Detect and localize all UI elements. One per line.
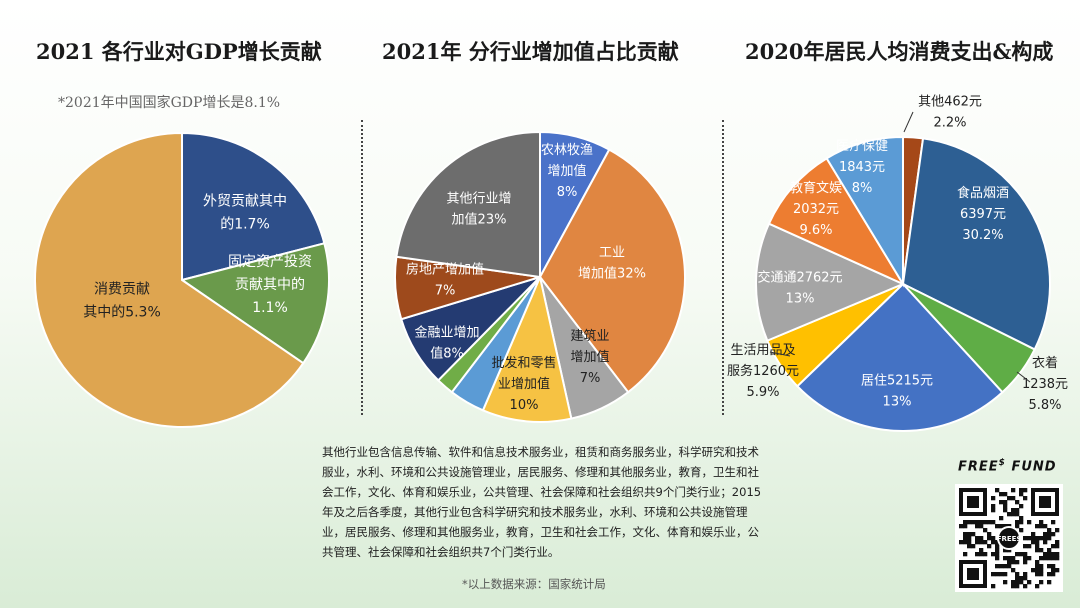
chart2-label-7: 房地产增加值 7% — [406, 262, 484, 299]
data-source: *以上数据来源：国家统计局 — [462, 577, 606, 591]
chart2-label-0: 农林牧渔增加值 8% — [541, 143, 593, 200]
brand-logo: FREE$ FUND — [958, 458, 1057, 474]
chart2-slice-1 — [538, 148, 686, 394]
qr-badge-text: FREE$ — [997, 535, 1022, 543]
chart3-leader-line-1 — [1016, 371, 1031, 383]
chart3-slice-5 — [755, 222, 906, 342]
chart3-title: 2020年居民人均消费支出&构成 — [745, 39, 1054, 64]
chart3-leader-line-2 — [769, 351, 791, 357]
chart2-label-6: 金融业增加值8% — [414, 325, 479, 362]
chart3-slice-3 — [795, 282, 1004, 432]
chart3-label-3: 居住5215元 13% — [861, 374, 933, 410]
chart1-label-0: 外贸贡献其中的1.7% — [203, 194, 287, 233]
chart3-label-6: 教育文娱 2032元 9.6% — [790, 180, 842, 238]
gdp-growth-note: *2021年中国国家GDP增长是8.1% — [58, 95, 281, 111]
chart3-leader-line-0 — [903, 111, 914, 133]
brand-sup: $ — [998, 458, 1006, 468]
chart2-title: 2021年 分行业增加值占比贡献 — [382, 39, 679, 64]
chart2-label-8: 其他行业增加值23% — [446, 192, 511, 228]
chart2-slice-3 — [481, 273, 573, 423]
chart3-slice-7 — [825, 135, 904, 288]
footnote-other-industries: 其他行业包含信息传输、软件和信息技术服务业，租赁和商务服务业，科学研究和技术服业… — [322, 445, 762, 559]
chart3-slice-1 — [901, 137, 1051, 351]
chart2-label-1: 工业增加值32% — [578, 246, 646, 282]
chart3-label-0: 其他462元 2.2% — [918, 95, 982, 131]
chart1-slice-0 — [181, 131, 326, 282]
chart2-slice-8 — [395, 130, 541, 279]
brand-tail: FUND — [1005, 459, 1057, 475]
chart2-label-3: 批发和零售业增加值 10% — [491, 355, 556, 413]
brand-main: FREE — [958, 459, 999, 475]
chart1-label-2: 消费贡献其中的5.3% — [83, 282, 161, 321]
chart1-slice-1 — [179, 242, 330, 365]
chart2-label-2: 建筑业增加值 7% — [570, 328, 609, 386]
chart1-label-1: 固定资产投资贡献其中的 1.1% — [228, 254, 312, 316]
chart1-slice-2 — [34, 131, 305, 428]
chart3-slice-6 — [767, 156, 906, 287]
chart3-label-7: 医疗保健 1843元 8% — [836, 139, 888, 196]
chart3-label-5: 交通通2762元 13% — [757, 270, 842, 307]
divider-right — [722, 120, 724, 415]
chart3-label-2: 衣着 1238元 5.8% — [1022, 355, 1068, 413]
chart3-label-4: 生活用品及服务1260元 5.9% — [727, 343, 799, 400]
chart1-title: 2021 各行业对GDP增长贡献 — [36, 39, 322, 64]
divider-left — [361, 120, 363, 415]
qr-code-icon[interactable]: FREE$ — [955, 484, 1063, 592]
chart3-label-1: 食品烟酒 6397元 30.2% — [957, 185, 1009, 243]
